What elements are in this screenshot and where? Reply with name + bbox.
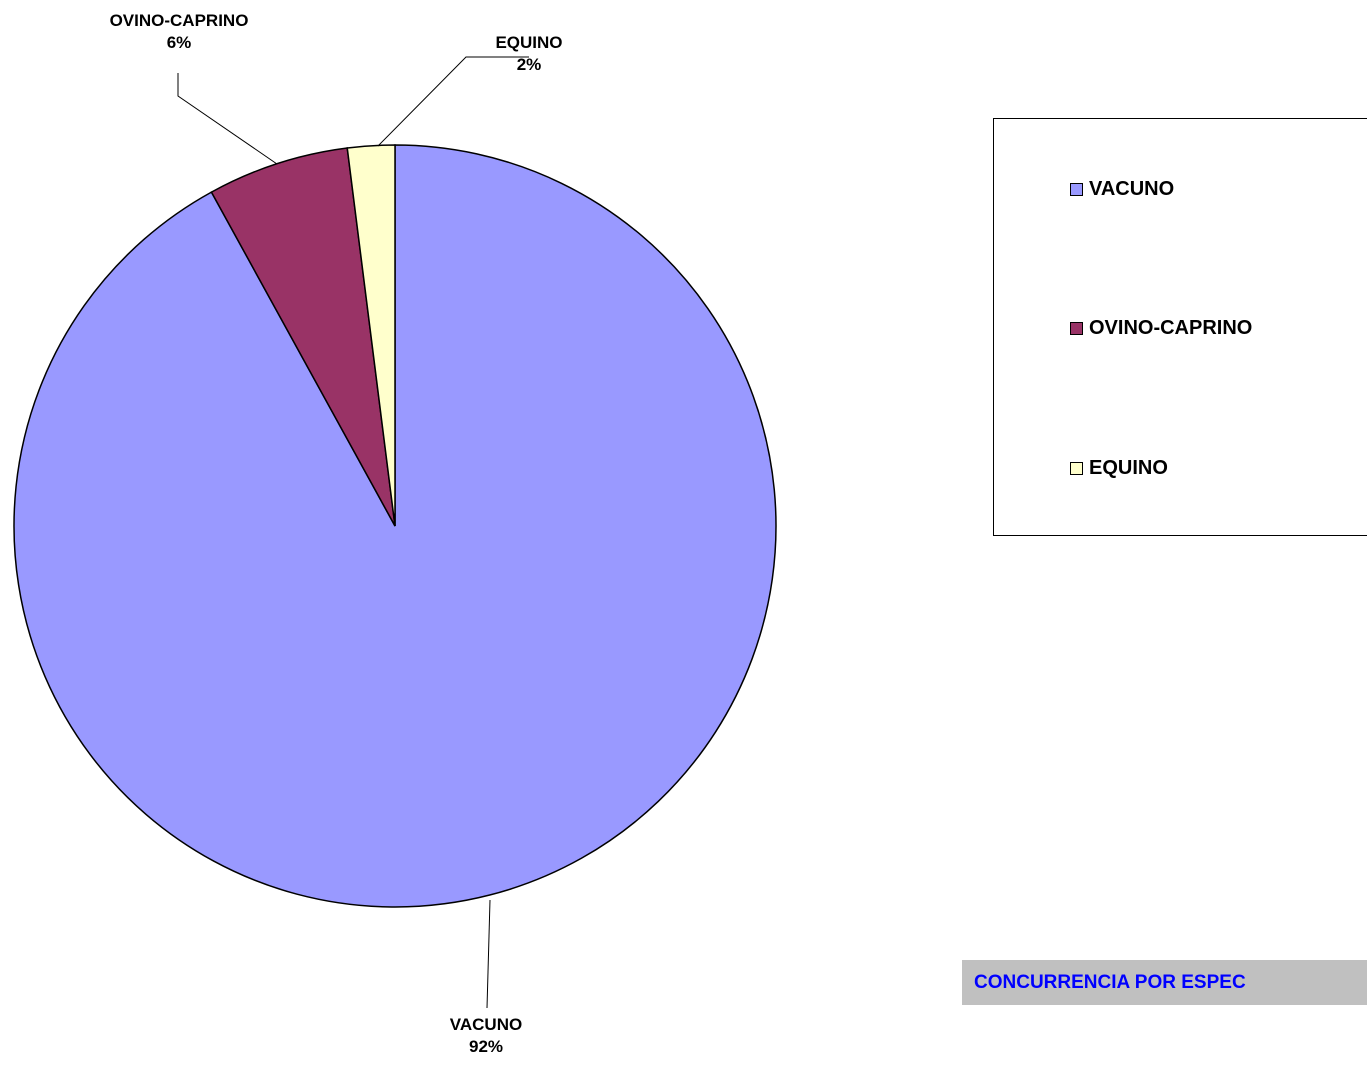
- slice-label-ovino-caprino: OVINO-CAPRINO 6%: [84, 10, 274, 54]
- pie-slice-ovino-caprino: [210, 147, 396, 527]
- leader-lines: [177, 56, 529, 1009]
- legend-item-equino: EQUINO: [1070, 456, 1168, 480]
- slice-label-vacuno: VACUNO 92%: [436, 1014, 536, 1058]
- pie-slices: [13, 144, 777, 908]
- leader-line-ovino-caprino: [177, 73, 278, 165]
- legend-label-ovino-caprino: OVINO-CAPRINO: [1089, 316, 1253, 339]
- chart-legend: VACUNO OVINO-CAPRINO EQUINO: [993, 118, 1367, 536]
- slice-label-vacuno-name: VACUNO: [449, 1015, 523, 1034]
- leader-line-equino: [377, 56, 529, 147]
- chart-title-box: CONCURRENCIA POR ESPEC: [962, 960, 1367, 1005]
- slice-label-equino-name: EQUINO: [495, 33, 563, 52]
- legend-label-vacuno: VACUNO: [1089, 177, 1175, 200]
- slice-label-ovino-caprino-percent: 6%: [166, 33, 192, 52]
- slice-label-equino-percent: 2%: [516, 55, 542, 74]
- legend-swatch-ovino-caprino: [1070, 321, 1083, 335]
- leader-line-vacuno: [486, 899, 491, 1009]
- slice-label-vacuno-percent: 92%: [468, 1037, 504, 1056]
- slice-label-ovino-caprino-name: OVINO-CAPRINO: [109, 11, 249, 30]
- slice-label-equino: EQUINO 2%: [470, 32, 588, 76]
- legend-swatch-vacuno: [1070, 182, 1083, 196]
- legend-item-vacuno: VACUNO: [1070, 177, 1174, 201]
- pie-slice-equino: [346, 144, 396, 527]
- legend-label-equino: EQUINO: [1089, 456, 1168, 479]
- legend-swatch-equino: [1070, 461, 1083, 475]
- chart-title: CONCURRENCIA POR ESPEC: [974, 972, 1246, 993]
- legend-item-ovino-caprino: OVINO-CAPRINO: [1070, 316, 1252, 340]
